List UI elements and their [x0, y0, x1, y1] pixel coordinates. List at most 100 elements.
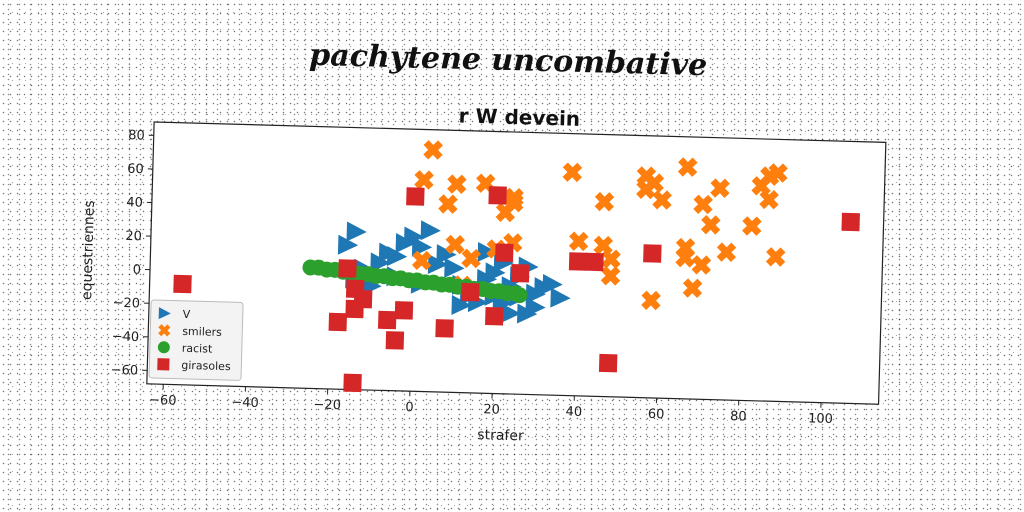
point-girasoles-4 [345, 299, 364, 319]
x-tick-label-20: 20 [483, 402, 500, 417]
point-girasoles-6 [377, 310, 397, 330]
point-girasoles-14 [495, 243, 514, 262]
point-smilers-32 [716, 242, 737, 263]
point-girasoles-17 [585, 252, 604, 272]
point-smilers-31 [682, 278, 703, 299]
point-smilers-21 [759, 189, 779, 210]
point-girasoles-11 [461, 282, 480, 302]
point-girasoles-1 [338, 259, 357, 278]
x-tick-label-0: 0 [405, 400, 414, 415]
x-axis-label: strafer [477, 427, 524, 444]
point-smilers-24 [568, 231, 589, 252]
y-axis-label: equestriennes [79, 200, 98, 300]
y-tick-label-0: 0 [132, 263, 141, 278]
chart-title: r W devein [458, 103, 580, 130]
y-tick-label--40: −40 [111, 329, 139, 345]
legend-label-smilers: smilers [182, 325, 222, 339]
y-tick-label--60: −60 [111, 363, 139, 379]
point-V-10 [444, 257, 465, 278]
point-smilers-23 [765, 247, 786, 267]
point-girasoles-8 [385, 331, 405, 350]
point-smilers-27 [600, 266, 621, 286]
point-V-19 [500, 303, 521, 324]
point-girasoles-12 [485, 307, 504, 326]
point-girasoles-15 [510, 264, 530, 283]
point-smilers-15 [693, 194, 713, 215]
legend-label-V: V [183, 308, 191, 321]
point-girasoles-18 [643, 244, 662, 263]
point-V-9 [436, 244, 457, 265]
legend-label-racist: racist [182, 342, 213, 356]
data-marks [173, 140, 860, 393]
point-V-27 [550, 287, 571, 308]
point-smilers-18 [742, 216, 762, 236]
y-tick-label-20: 20 [125, 229, 142, 244]
legend-label-girasoles: girasoles [181, 359, 231, 373]
point-smilers-7 [495, 202, 516, 223]
point-girasoles-19 [598, 353, 618, 373]
point-smilers-8 [562, 162, 583, 183]
point-girasoles-20 [841, 212, 860, 232]
y-tick-label-40: 40 [126, 195, 143, 210]
point-V-15 [485, 262, 506, 283]
point-girasoles-13 [488, 186, 507, 205]
x-tick-label-80: 80 [730, 409, 747, 424]
point-racist-26 [511, 287, 528, 304]
point-V-7 [370, 252, 391, 273]
point-V-5 [420, 220, 441, 241]
point-V-34 [451, 294, 472, 315]
legend-marker-V [158, 307, 171, 320]
x-tick-label-100: 100 [808, 411, 833, 427]
x-axis: −60 −40 −20 0 20 40 60 80 100 [149, 384, 833, 427]
y-tick-label-60: 60 [127, 162, 144, 177]
point-smilers-1 [414, 170, 434, 190]
point-smilers-29 [675, 247, 695, 268]
legend-marker-girasoles [157, 358, 170, 371]
y-tick-label-80: 80 [128, 128, 145, 143]
point-smilers-33 [641, 290, 661, 311]
point-smilers-22 [768, 163, 788, 183]
x-tick-label-40: 40 [565, 405, 582, 420]
point-V-29 [337, 234, 359, 255]
x-tick-label-60: 60 [648, 407, 665, 422]
point-V-24 [525, 297, 546, 318]
y-axis: −60 −40 −20 0 20 40 60 80 [111, 128, 154, 379]
point-smilers-36 [445, 234, 465, 255]
point-girasoles-7 [394, 301, 414, 320]
point-smilers-25 [593, 235, 614, 256]
point-girasoles-10 [435, 319, 454, 338]
point-girasoles-16 [568, 252, 588, 271]
point-smilers-12 [644, 173, 665, 193]
point-girasoles-21 [343, 373, 362, 393]
point-smilers-13 [652, 190, 672, 210]
point-smilers-9 [594, 191, 615, 212]
point-V-8 [427, 254, 449, 275]
point-smilers-4 [438, 194, 458, 214]
point-smilers-0 [423, 140, 443, 160]
point-girasoles-0 [173, 274, 192, 294]
point-girasoles-9 [406, 187, 425, 206]
x-tick-label--40: −40 [231, 395, 259, 411]
point-V-33 [477, 241, 498, 262]
point-girasoles-5 [328, 312, 348, 332]
x-tick-label--60: −60 [149, 393, 177, 409]
x-tick-label--20: −20 [313, 398, 341, 414]
point-smilers-26 [601, 249, 621, 269]
point-smilers-30 [691, 255, 712, 275]
chart-suptitle: pachytene uncombative [309, 38, 708, 83]
legend-marker-racist [157, 341, 170, 354]
point-smilers-14 [677, 157, 698, 177]
point-V-26 [542, 274, 563, 295]
point-smilers-17 [710, 178, 730, 198]
y-tick-label--20: −20 [112, 296, 140, 312]
plot-area [146, 121, 887, 405]
legend-marker-smilers [158, 324, 171, 337]
point-V-28 [395, 232, 416, 253]
point-V-6 [386, 246, 408, 267]
point-smilers-16 [700, 215, 721, 235]
point-V-0 [346, 221, 367, 242]
point-smilers-38 [411, 250, 432, 271]
point-smilers-2 [447, 174, 467, 194]
